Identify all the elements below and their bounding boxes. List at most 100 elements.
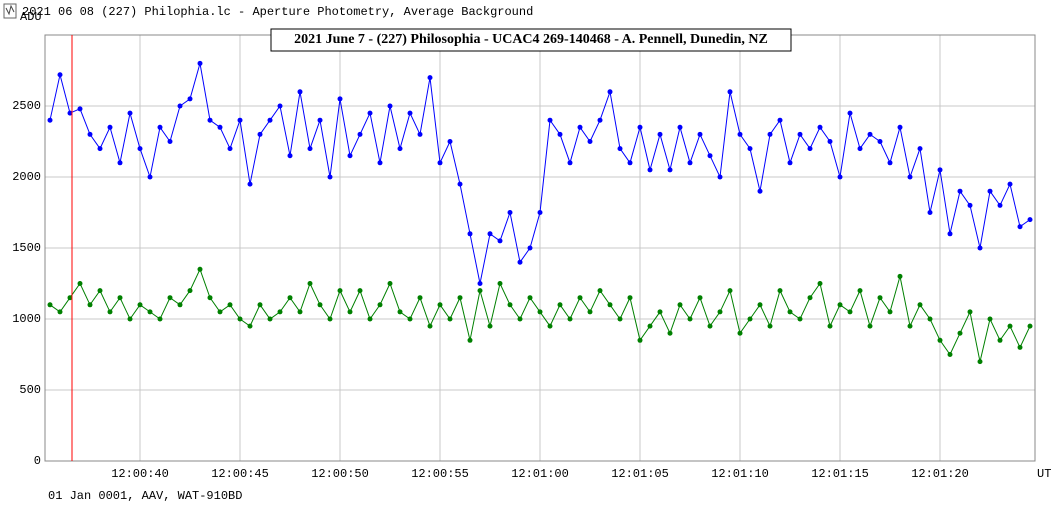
data-point [787, 160, 793, 166]
data-point [797, 316, 803, 322]
data-point [707, 153, 713, 159]
data-point [127, 316, 133, 322]
data-point [897, 273, 903, 279]
y-tick-label: 1500 [12, 241, 41, 255]
data-point [767, 131, 773, 137]
data-point [967, 309, 973, 315]
data-point [397, 309, 403, 315]
data-point [907, 323, 913, 329]
data-point [567, 160, 573, 166]
data-point [177, 302, 183, 308]
data-point [927, 316, 933, 322]
data-point [607, 302, 613, 308]
y-tick-label: 0 [34, 454, 41, 468]
data-point [367, 110, 373, 116]
data-point [257, 131, 263, 137]
data-point [667, 330, 673, 336]
data-point [207, 117, 213, 123]
data-point [817, 281, 823, 286]
data-point [947, 231, 953, 237]
data-point [657, 309, 663, 315]
data-point [177, 103, 183, 109]
x-axis-label: UT [1037, 467, 1051, 481]
data-point [147, 309, 153, 315]
data-point [857, 146, 863, 152]
data-point [507, 302, 513, 308]
data-point [917, 302, 923, 308]
x-tick-label: 12:01:05 [611, 467, 669, 481]
data-point [207, 295, 213, 301]
data-point [527, 245, 533, 251]
data-point [87, 131, 93, 137]
data-point [267, 117, 273, 123]
footer: 01 Jan 0001, AAV, WAT-910BD [48, 489, 242, 503]
data-point [547, 117, 553, 123]
data-point [947, 352, 953, 357]
data-point [887, 309, 893, 315]
window-title: 2021 06 08 (227) Philophia.lc - Aperture… [22, 5, 533, 19]
data-point [427, 323, 433, 329]
data-point [987, 316, 993, 322]
data-point [747, 316, 753, 322]
data-point [837, 174, 843, 180]
data-point [197, 60, 203, 66]
data-point [997, 337, 1003, 343]
data-point [407, 110, 413, 116]
data-point [317, 117, 323, 123]
data-point [77, 106, 83, 112]
data-point [437, 302, 443, 308]
data-point [967, 202, 973, 208]
data-point [897, 124, 903, 130]
data-point [937, 337, 943, 343]
data-point [927, 210, 933, 215]
data-point [247, 323, 253, 329]
data-point [837, 302, 843, 308]
x-tick-label: 12:01:15 [811, 467, 869, 481]
data-point [227, 302, 233, 308]
data-point [367, 316, 373, 322]
data-point [957, 330, 963, 336]
data-point [747, 146, 753, 152]
data-point [627, 295, 633, 301]
data-point [637, 124, 643, 130]
data-point [617, 146, 623, 152]
data-point [727, 288, 733, 294]
data-point [357, 288, 363, 294]
data-point [1007, 323, 1013, 329]
data-point [1017, 344, 1023, 350]
data-point [137, 146, 143, 152]
data-point [247, 181, 253, 187]
data-point [167, 139, 173, 144]
data-point [67, 110, 73, 116]
data-point [717, 309, 723, 315]
data-point [267, 316, 273, 322]
data-point [577, 124, 583, 130]
data-point [417, 295, 423, 301]
data-point [57, 72, 63, 78]
data-point [957, 188, 963, 194]
data-point [127, 110, 133, 116]
data-point [1017, 224, 1023, 230]
y-tick-label: 500 [19, 383, 41, 397]
data-point [287, 295, 293, 301]
data-point [377, 160, 383, 166]
data-point [507, 210, 513, 215]
data-point [1027, 323, 1033, 329]
data-point [527, 295, 533, 301]
data-point [517, 316, 523, 322]
data-point [647, 323, 653, 329]
data-point [327, 316, 333, 322]
data-point [97, 146, 103, 152]
data-point [237, 316, 243, 322]
data-point [867, 323, 873, 329]
data-point [687, 316, 693, 322]
data-point [737, 131, 743, 137]
data-point [537, 309, 543, 315]
data-point [257, 302, 263, 308]
data-point [597, 117, 603, 123]
data-point [47, 117, 53, 123]
data-point [847, 110, 853, 116]
data-point [467, 337, 473, 343]
